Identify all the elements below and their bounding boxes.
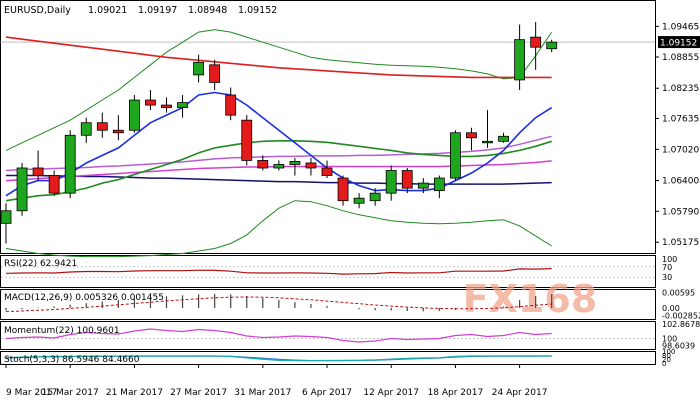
candle-body [401, 170, 413, 189]
panel-frame [0, 289, 656, 320]
momentum-label: Momentum(22) 100.9601 [4, 326, 120, 336]
candle-body [96, 122, 108, 131]
rsi-tick-label: 70 [662, 263, 672, 272]
candle-body [353, 197, 365, 204]
price-tick-label: 1.08855 [662, 53, 699, 63]
x-tick-label: 24 Apr 2017 [492, 388, 548, 398]
candle-body [225, 94, 237, 116]
x-tick-label: 21 Mar 2017 [106, 388, 163, 398]
candle-body [289, 161, 301, 165]
candle-body [209, 64, 221, 83]
momentum-tick-label: 100 [662, 335, 677, 344]
price-tick-label: 1.06400 [662, 177, 699, 187]
candle-body [16, 167, 28, 212]
candle-body [145, 99, 156, 106]
band-upper-line [5, 29, 553, 151]
candle-body [546, 41, 558, 50]
x-tick-label: 9 Mar 2017 [6, 388, 57, 398]
x-tick-label: 6 Apr 2017 [302, 388, 352, 398]
panel-frame [0, 0, 656, 254]
rsi-label: RSI(22) 62.9421 [4, 259, 77, 269]
header-open: 1.09021 [88, 5, 127, 16]
candle-body [241, 119, 253, 161]
candle-body [498, 135, 509, 142]
rsi-top-tick: 100 [662, 255, 677, 264]
x-tick-label: 18 Apr 2017 [428, 388, 484, 398]
candle-body [64, 134, 76, 194]
candle-body [369, 192, 381, 202]
ma-red-line [5, 36, 552, 79]
stoch-main-line [5, 355, 552, 362]
x-tick-label: 27 Mar 2017 [170, 388, 227, 398]
candle-body [257, 160, 269, 169]
macd-label: MACD(12,26,9) 0.005326 0.001455 [4, 293, 164, 303]
svg-text:FX168: FX168 [463, 277, 598, 321]
candle-body [128, 99, 140, 131]
price-tick-label: 1.08235 [662, 84, 699, 94]
candle-body [273, 164, 285, 169]
price-tick-label: 1.05175 [662, 238, 699, 248]
panel-frame [0, 351, 656, 365]
header-low: 1.08948 [188, 5, 227, 16]
ma-navy-line [6, 174, 552, 185]
candle-body [305, 162, 317, 169]
macd-tick-label: -0.002852 [662, 311, 700, 320]
candle-body [466, 132, 477, 139]
candle-body [433, 177, 445, 192]
x-tick-label: 31 Mar 2017 [234, 388, 291, 398]
panel-frame [0, 321, 656, 350]
candle-body [80, 122, 92, 136]
candle-body [177, 102, 188, 108]
candle-body [321, 167, 333, 176]
momentum-tick-label: 102.8678 [662, 320, 700, 329]
candle-body [385, 170, 397, 194]
candle-body [417, 182, 429, 189]
candle-body [482, 140, 493, 144]
header-high: 1.09197 [138, 5, 177, 16]
header-close: 1.09152 [238, 5, 277, 16]
last-price-box [658, 36, 700, 49]
macd-tick-label: 0.00 [662, 304, 680, 313]
candle-body [193, 61, 205, 76]
momentum-tick-label: 98.6039 [662, 341, 695, 350]
macd-tick-label: 0.00595 [662, 288, 695, 297]
stoch-tick-label: 80 [662, 352, 671, 360]
candle-body [0, 210, 12, 224]
candle-body [48, 175, 60, 194]
candle-body [530, 36, 542, 48]
macd-signal-line [5, 296, 552, 312]
header-symbol: EURUSD,Daily [4, 5, 71, 16]
price-tick-label: 1.07020 [662, 145, 699, 155]
panel-frame [0, 255, 656, 288]
price-tick-label: 1.07635 [662, 114, 699, 124]
rsi-line [5, 268, 552, 275]
stoch-label: Stoch(5,3,3) 86.5946 84.4660 [4, 355, 140, 365]
price-tick-label: 1.05790 [662, 207, 699, 217]
stoch-tick-label: 20 [662, 356, 671, 364]
band-lower-line [5, 200, 552, 258]
last-price-label: 1.09152 [660, 39, 697, 49]
x-tick-label: 15 Mar 2017 [42, 388, 99, 398]
candle-body [161, 104, 172, 108]
momentum-line [5, 328, 552, 343]
fx168-watermark: FX168 [463, 277, 598, 321]
price-tick-label: 1.09465 [662, 22, 699, 32]
stoch-tick-label: 100 [662, 348, 675, 356]
candle-body [112, 129, 124, 134]
rsi-tick-label: 30 [662, 273, 672, 282]
x-tick-label: 12 Apr 2017 [363, 388, 419, 398]
candle-body [32, 167, 44, 176]
candle-body [514, 39, 525, 81]
stoch-tick-label: 0 [662, 360, 666, 368]
candle-body [337, 177, 349, 202]
candle-body [449, 132, 461, 179]
